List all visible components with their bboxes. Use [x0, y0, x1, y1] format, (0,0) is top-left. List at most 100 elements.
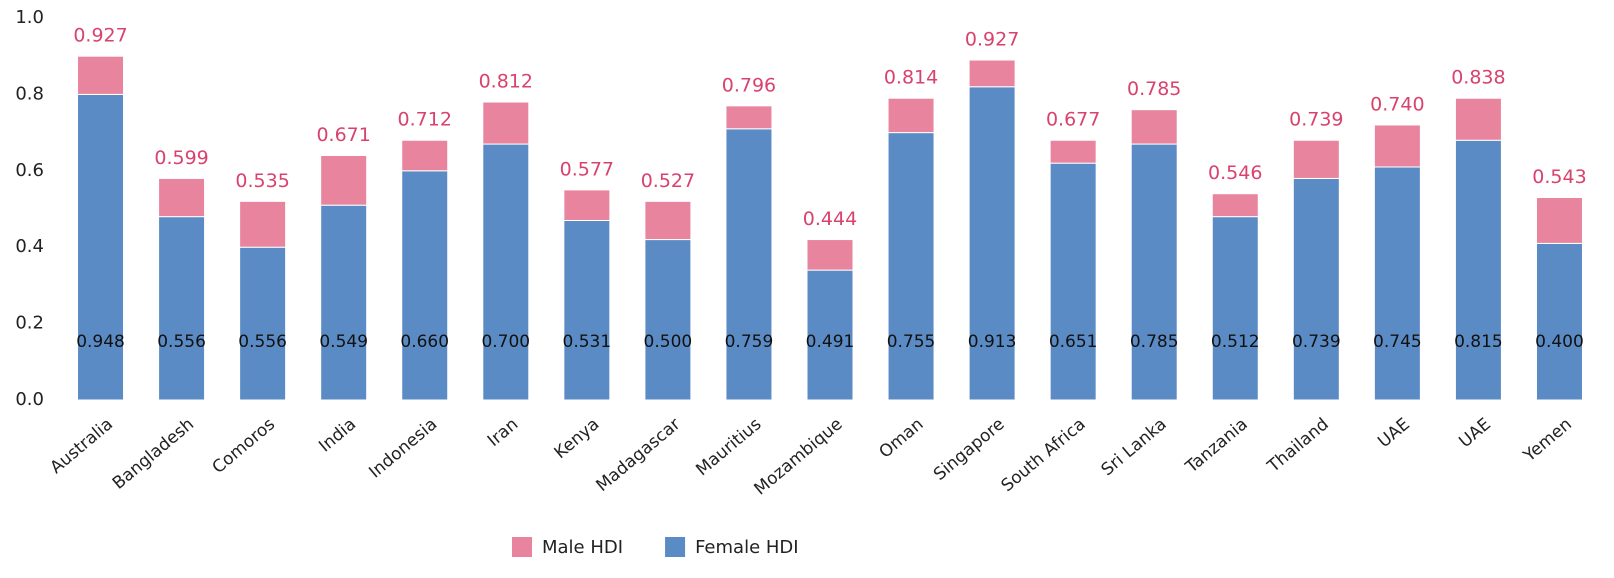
- data-label: 0.759: [725, 332, 774, 352]
- bar-segment: [239, 246, 287, 401]
- data-label: 0.651: [1049, 332, 1098, 352]
- data-label: 0.785: [1127, 78, 1181, 100]
- data-label: 0.740: [1370, 93, 1424, 115]
- bar-segment: [401, 170, 449, 401]
- x-tick-label: Thailand: [1263, 414, 1333, 477]
- bar-segment: [968, 59, 1016, 88]
- bar-segment: [1535, 197, 1583, 244]
- data-label: 0.814: [884, 67, 938, 89]
- x-tick-label: Mauritius: [692, 414, 765, 480]
- data-label: 0.556: [157, 332, 206, 352]
- x-tick-label: UAE: [1455, 414, 1495, 452]
- data-label: 0.913: [968, 332, 1017, 352]
- x-tick-label: Kenya: [551, 414, 604, 463]
- bar-segment: [644, 200, 692, 241]
- y-tick-label: 0.0: [15, 389, 44, 410]
- data-label: 0.491: [806, 332, 855, 352]
- data-label: 0.671: [316, 124, 370, 146]
- bar-segment: [644, 239, 692, 401]
- bar-segment: [1049, 139, 1097, 164]
- x-tick-label: Australia: [46, 414, 116, 478]
- data-label: 0.444: [803, 208, 857, 230]
- bar-segment: [1292, 177, 1340, 401]
- bar-segment: [725, 105, 773, 130]
- bar-segment: [1535, 242, 1583, 401]
- bar-segment: [239, 200, 287, 248]
- x-tick-label: India: [315, 414, 360, 456]
- data-label: 0.948: [76, 332, 125, 352]
- bar-segment: [1373, 166, 1421, 401]
- bar-segment: [1130, 143, 1178, 401]
- data-label: 0.556: [238, 332, 287, 352]
- x-tick-label: Oman: [875, 414, 927, 462]
- x-tick-label: Tanzania: [1181, 414, 1251, 478]
- bar-segment: [1049, 162, 1097, 401]
- bar-segment: [1211, 193, 1259, 218]
- x-tick-label: Mozambique: [750, 414, 846, 499]
- bar-segment: [968, 86, 1016, 401]
- data-label: 0.745: [1373, 332, 1422, 352]
- data-label: 0.527: [641, 170, 695, 192]
- data-label: 0.535: [235, 170, 289, 192]
- bar-segment: [563, 219, 611, 401]
- data-label: 0.739: [1292, 332, 1341, 352]
- y-tick-label: 0.2: [15, 313, 44, 334]
- data-label: 0.755: [887, 332, 936, 352]
- data-label: 0.927: [73, 25, 127, 47]
- data-label: 0.796: [722, 74, 776, 96]
- legend-label: Female HDI: [695, 537, 799, 558]
- bar-segment: [1454, 139, 1502, 401]
- y-tick-label: 0.4: [15, 236, 44, 257]
- data-label: 0.543: [1532, 166, 1586, 188]
- y-tick-label: 0.8: [15, 83, 44, 104]
- bar-segment: [1454, 97, 1502, 141]
- bar-segment: [887, 97, 935, 134]
- x-tick-label: Madagascar: [592, 414, 684, 496]
- bar-segment: [725, 128, 773, 401]
- bar-segment: [806, 239, 854, 271]
- bar-segment: [482, 101, 530, 145]
- data-label: 0.400: [1535, 332, 1584, 352]
- bar-segment: [1292, 139, 1340, 179]
- x-tick-label: Iran: [484, 414, 522, 451]
- data-label: 0.599: [154, 147, 208, 169]
- bar-segment: [77, 55, 125, 95]
- x-tick-label: UAE: [1374, 414, 1414, 452]
- bar-segment: [1211, 216, 1259, 401]
- data-label: 0.549: [319, 332, 368, 352]
- bar-segment: [563, 189, 611, 221]
- x-tick-label: Indonesia: [365, 414, 441, 482]
- bar-segment: [1373, 124, 1421, 168]
- data-label: 0.512: [1211, 332, 1260, 352]
- data-label: 0.577: [560, 158, 614, 180]
- bar-segment: [77, 93, 125, 401]
- x-tick-label: Comoros: [209, 414, 279, 478]
- x-tick-label: Sri Lanka: [1098, 414, 1171, 480]
- legend-swatch: [665, 537, 686, 557]
- bar-segment: [401, 139, 449, 172]
- data-label: 0.739: [1289, 109, 1343, 131]
- legend-label: Male HDI: [542, 537, 623, 558]
- data-label: 0.838: [1451, 67, 1505, 89]
- y-tick-label: 1.0: [15, 7, 44, 28]
- data-label: 0.812: [479, 71, 533, 93]
- bar-segment: [482, 143, 530, 401]
- data-label: 0.700: [481, 332, 530, 352]
- x-tick-label: South Africa: [998, 414, 1090, 496]
- x-tick-label: Bangladesh: [109, 414, 198, 493]
- y-tick-label: 0.6: [15, 160, 44, 181]
- bar-segment: [320, 204, 368, 401]
- data-label: 0.785: [1130, 332, 1179, 352]
- x-tick-label: Singapore: [930, 414, 1009, 484]
- data-label: 0.815: [1454, 332, 1503, 352]
- bar-segment: [887, 132, 935, 401]
- data-label: 0.531: [563, 332, 612, 352]
- data-label: 0.546: [1208, 162, 1262, 184]
- bar-segment: [158, 216, 206, 401]
- bar-segment: [320, 155, 368, 206]
- data-label: 0.927: [965, 29, 1019, 51]
- bar-segment: [158, 177, 206, 218]
- legend-swatch: [512, 537, 532, 557]
- x-tick-label: Yemen: [1519, 414, 1576, 466]
